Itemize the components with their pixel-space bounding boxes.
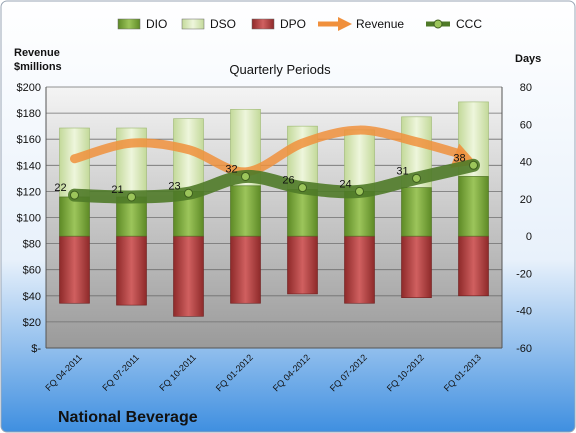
dpo-bar [458, 235, 489, 297]
dio-bar [287, 189, 318, 237]
ccc-data-label: 22 [54, 182, 66, 194]
left-tick-label: $160 [17, 134, 41, 146]
ccc-data-label: 26 [282, 175, 294, 187]
dpo-bar [344, 235, 375, 304]
lines: 22 21 23 32 26 24 31 38 [54, 125, 480, 204]
legend-label: Revenue [356, 17, 404, 31]
ccc-point [355, 186, 364, 196]
left-tick-label: $- [31, 343, 41, 355]
ccc-point [127, 192, 136, 202]
ccc-point [298, 183, 307, 193]
right-tick-label: 40 [520, 157, 532, 169]
right-tick-label: 0 [526, 231, 532, 243]
legend-swatch [251, 18, 275, 30]
ccc-data-label: 38 [453, 152, 465, 164]
right-axis-label: Days [515, 53, 541, 65]
revenue-line [70, 125, 464, 177]
ccc-point [241, 171, 250, 181]
dpo-bar [230, 235, 261, 304]
right-tick-label: 80 [520, 82, 532, 94]
dio-bar [344, 191, 375, 237]
dio-bar [59, 196, 90, 237]
ccc-data-label: 32 [225, 163, 237, 175]
legend-swatch [338, 17, 352, 31]
left-tick-label: $80 [23, 239, 41, 251]
left-axis-label-line1: Revenue [14, 47, 60, 59]
company-name: National Beverage [58, 409, 198, 426]
right-tick-label: 60 [520, 119, 532, 131]
dpo-bar [401, 235, 432, 298]
dio-bar [116, 196, 147, 237]
dpo-bar [173, 235, 204, 317]
right-tick-label: -60 [516, 343, 532, 355]
dio-bar [458, 176, 489, 237]
legend-label: DIO [146, 17, 167, 31]
ccc-point [70, 190, 79, 200]
dpo-bar [287, 235, 318, 295]
left-tick-label: $20 [23, 317, 41, 329]
ccc-point [412, 173, 421, 183]
left-tick-label: $100 [17, 213, 41, 225]
dio-bar [230, 185, 261, 237]
right-tick-label: -40 [516, 306, 532, 318]
ccc-point [469, 160, 478, 170]
left-tick-label: $180 [17, 108, 41, 120]
left-tick-label: $40 [23, 291, 41, 303]
legend-swatch [433, 19, 443, 29]
left-tick-label: $120 [17, 186, 41, 198]
legend-label: CCC [456, 17, 482, 31]
legend-label: DPO [280, 17, 306, 31]
dpo-bar [116, 235, 147, 306]
ccc-point [184, 188, 193, 198]
left-axis-label-line2: $millions [14, 61, 62, 73]
chart-title: Quarterly Periods [229, 62, 331, 77]
left-tick-label: $140 [17, 160, 41, 172]
legend-swatch [181, 18, 205, 30]
dio-bar [401, 187, 432, 237]
right-tick-label: 20 [520, 194, 532, 206]
ccc-data-label: 21 [111, 184, 123, 196]
ccc-data-label: 23 [168, 180, 180, 192]
legend: DIO DSO DPO Revenue CCC [117, 17, 482, 31]
dso-bar [344, 129, 375, 192]
legend-swatch [117, 18, 141, 30]
left-tick-label: $60 [23, 265, 41, 277]
ccc-line [68, 158, 480, 204]
right-tick-label: -20 [516, 268, 532, 280]
ccc-data-label: 24 [339, 178, 351, 190]
left-tick-label: $200 [17, 82, 41, 94]
dpo-bar [59, 235, 90, 304]
ccc-data-label: 31 [396, 165, 408, 177]
legend-label: DSO [210, 17, 236, 31]
